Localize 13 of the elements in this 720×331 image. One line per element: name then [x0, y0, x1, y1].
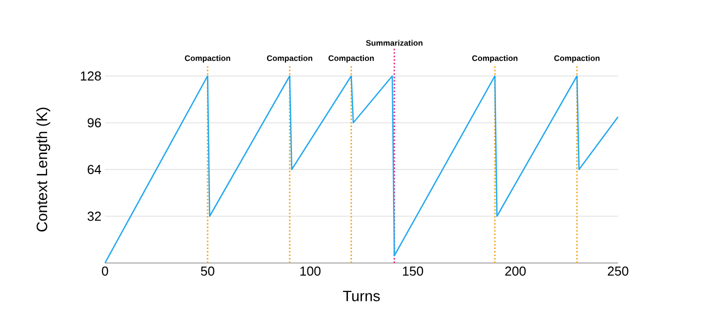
y-tick-label: 96 — [88, 118, 101, 128]
x-axis-title: Turns — [343, 290, 380, 302]
x-tick-label: 150 — [402, 266, 424, 276]
x-tick-label: 200 — [505, 266, 526, 276]
y-tick-label: 64 — [88, 164, 102, 174]
line-series — [104, 75, 619, 264]
y-tick-label: 32 — [88, 212, 101, 221]
y-axis-title: Context Length (K) — [36, 108, 50, 232]
y-tick-label: 128 — [80, 71, 101, 81]
x-tick-label: 250 — [608, 266, 628, 276]
x-tick-label: 100 — [300, 266, 321, 276]
x-tick-label: 50 — [200, 266, 214, 276]
x-tick-label: 0 — [102, 266, 108, 276]
